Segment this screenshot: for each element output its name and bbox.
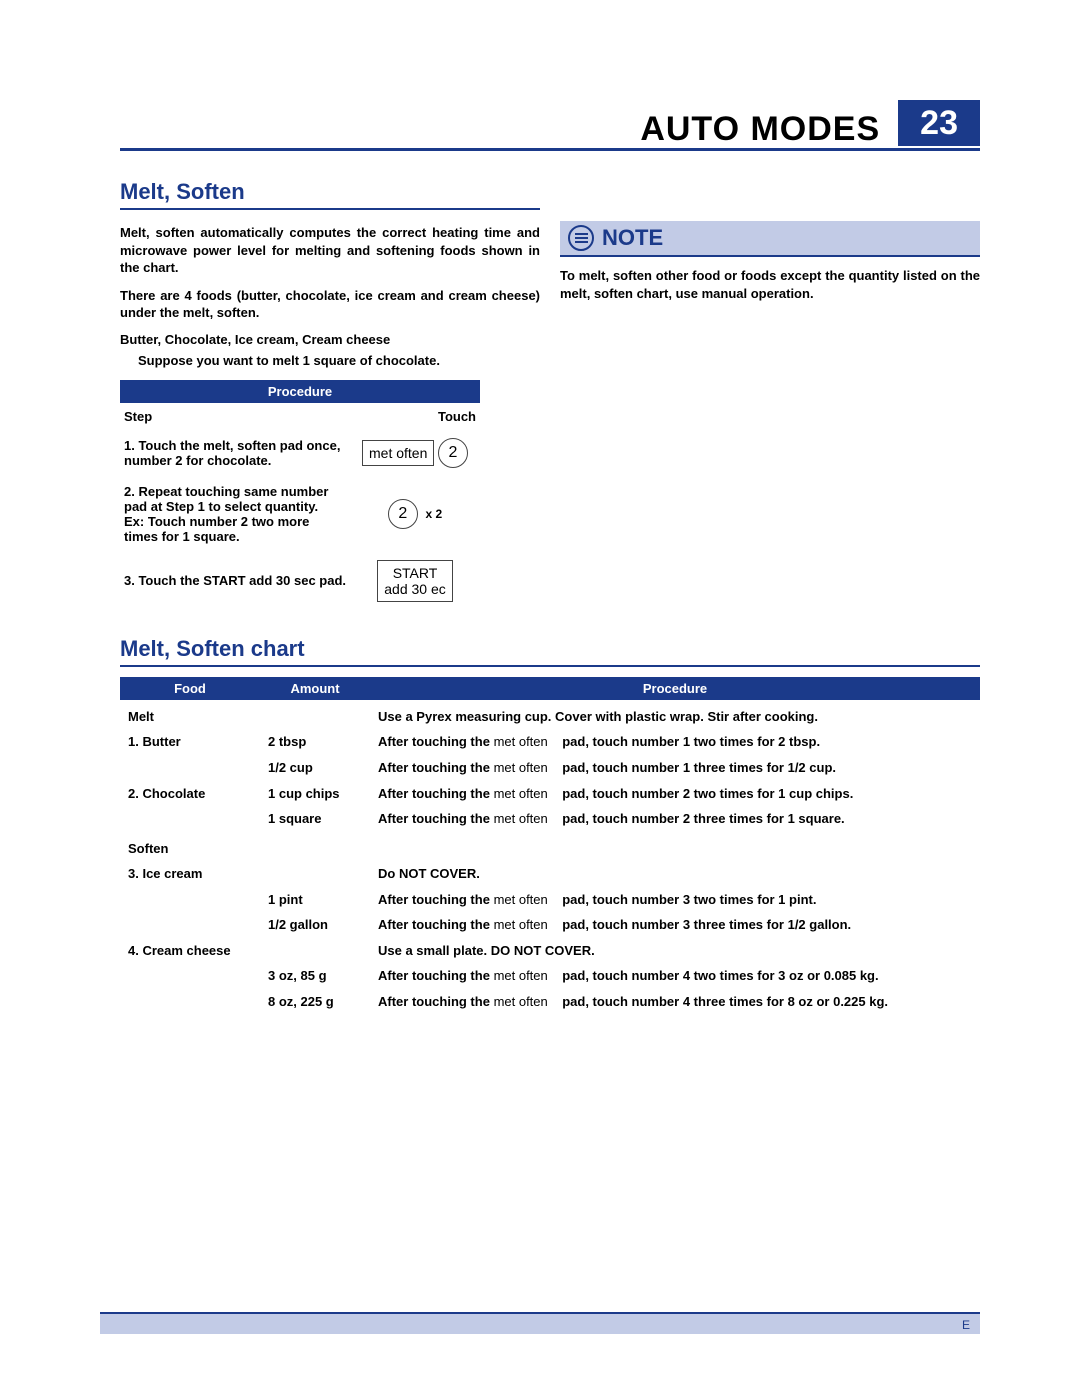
- header-title: AUTO MODES: [640, 112, 880, 146]
- note-title: NOTE: [602, 225, 663, 251]
- header-row: AUTO MODES 23: [120, 100, 980, 151]
- proc-i1c: pad, touch number 3 two times for 1 pint…: [559, 892, 817, 907]
- amt-cream-1: 3 oz, 85 g: [260, 963, 370, 989]
- proc-cc2b: met often: [494, 994, 548, 1009]
- two-column-area: Melt, Soften Melt, soften automatically …: [120, 179, 980, 608]
- amt-choc-1: 1 cup chips: [260, 781, 370, 807]
- soften-group-label: Soften: [120, 832, 980, 862]
- number-2-pad-b: 2: [388, 499, 418, 529]
- step-column-header: Step: [120, 403, 350, 428]
- left-column: Melt, Soften Melt, soften automatically …: [120, 179, 540, 608]
- start-pad: START add 30 ec: [377, 560, 453, 602]
- step-2-text: 2. Repeat touching same number pad at St…: [120, 474, 350, 550]
- step-3-text: 3. Touch the START add 30 sec pad.: [120, 550, 350, 608]
- food-chocolate: 2. Chocolate: [120, 781, 260, 807]
- proc-b1c: pad, touch number 1 two times for 2 tbsp…: [559, 734, 820, 749]
- proc-cc1b: met often: [494, 968, 548, 983]
- proc-b2c: pad, touch number 1 three times for 1/2 …: [559, 760, 836, 775]
- amt-ice-2: 1/2 gallon: [260, 912, 370, 938]
- proc-cc1a: After touching the: [378, 968, 490, 983]
- proc-c2c: pad, touch number 2 three times for 1 sq…: [559, 811, 845, 826]
- col-amount: Amount: [260, 677, 370, 700]
- proc-b2b: met often: [494, 760, 548, 775]
- amt-butter-2: 1/2 cup: [260, 755, 370, 781]
- foods-list-line: Butter, Chocolate, Ice cream, Cream chee…: [120, 332, 540, 347]
- proc-c1c: pad, touch number 2 two times for 1 cup …: [559, 786, 854, 801]
- note-header: NOTE: [560, 221, 980, 257]
- proc-c2b: met often: [494, 811, 548, 826]
- footer-bar: E: [100, 1312, 980, 1334]
- food-butter: 1. Butter: [120, 729, 260, 755]
- proc-i1b: met often: [494, 892, 548, 907]
- procedure-header: Procedure: [120, 380, 480, 403]
- number-2-pad: 2: [438, 438, 468, 468]
- proc-c2a: After touching the: [378, 811, 490, 826]
- procedure-table: Procedure Step Touch 1. Touch the melt, …: [120, 380, 480, 608]
- note-icon: [568, 225, 594, 251]
- note-text: To melt, soften other food or foods exce…: [560, 267, 980, 302]
- melt-use-line: Use a Pyrex measuring cup. Cover with pl…: [378, 709, 818, 724]
- times-two-label: x 2: [425, 507, 442, 521]
- chart-table: Food Amount Procedure Melt Use a Pyrex m…: [120, 677, 980, 1015]
- foods-count-line: There are 4 foods (butter, chocolate, ic…: [120, 287, 540, 322]
- page: AUTO MODES 23 Melt, Soften Melt, soften …: [0, 0, 1080, 1394]
- ice-cream-cover: Do NOT COVER.: [378, 866, 480, 881]
- amt-choc-2: 1 square: [260, 806, 370, 832]
- page-number: 23: [898, 100, 980, 146]
- amt-cream-2: 8 oz, 225 g: [260, 989, 370, 1015]
- melt-group-label: Melt: [120, 700, 260, 730]
- food-cream-cheese: 4. Cream cheese: [120, 938, 370, 964]
- proc-b2a: After touching the: [378, 760, 490, 775]
- amt-ice-1: 1 pint: [260, 887, 370, 913]
- amt-butter-1: 2 tbsp: [260, 729, 370, 755]
- section-title: Melt, Soften: [120, 179, 540, 210]
- proc-i2a: After touching the: [378, 917, 490, 932]
- right-column: NOTE To melt, soften other food or foods…: [560, 179, 980, 608]
- proc-cc2a: After touching the: [378, 994, 490, 1009]
- proc-c1a: After touching the: [378, 786, 490, 801]
- footer-letter: E: [962, 1318, 970, 1332]
- proc-i1a: After touching the: [378, 892, 490, 907]
- food-ice-cream: 3. Ice cream: [120, 861, 260, 887]
- proc-c1b: met often: [494, 786, 548, 801]
- step-1-text: 1. Touch the melt, soften pad once, numb…: [120, 428, 350, 474]
- touch-column-header: Touch: [350, 403, 480, 428]
- proc-cc2c: pad, touch number 4 three times for 8 oz…: [559, 994, 888, 1009]
- proc-cc1c: pad, touch number 4 two times for 3 oz o…: [559, 968, 879, 983]
- intro-paragraph: Melt, soften automatically computes the …: [120, 224, 540, 277]
- col-procedure: Procedure: [370, 677, 980, 700]
- chart-title: Melt, Soften chart: [120, 636, 980, 667]
- cream-cover: Use a small plate. DO NOT COVER.: [378, 943, 595, 958]
- proc-b1a: After touching the: [378, 734, 490, 749]
- suppose-line: Suppose you want to melt 1 square of cho…: [138, 353, 540, 368]
- proc-i2c: pad, touch number 3 three times for 1/2 …: [559, 917, 852, 932]
- proc-b1b: met often: [494, 734, 548, 749]
- melt-soften-pad: met often: [362, 440, 434, 466]
- col-food: Food: [120, 677, 260, 700]
- proc-i2b: met often: [494, 917, 548, 932]
